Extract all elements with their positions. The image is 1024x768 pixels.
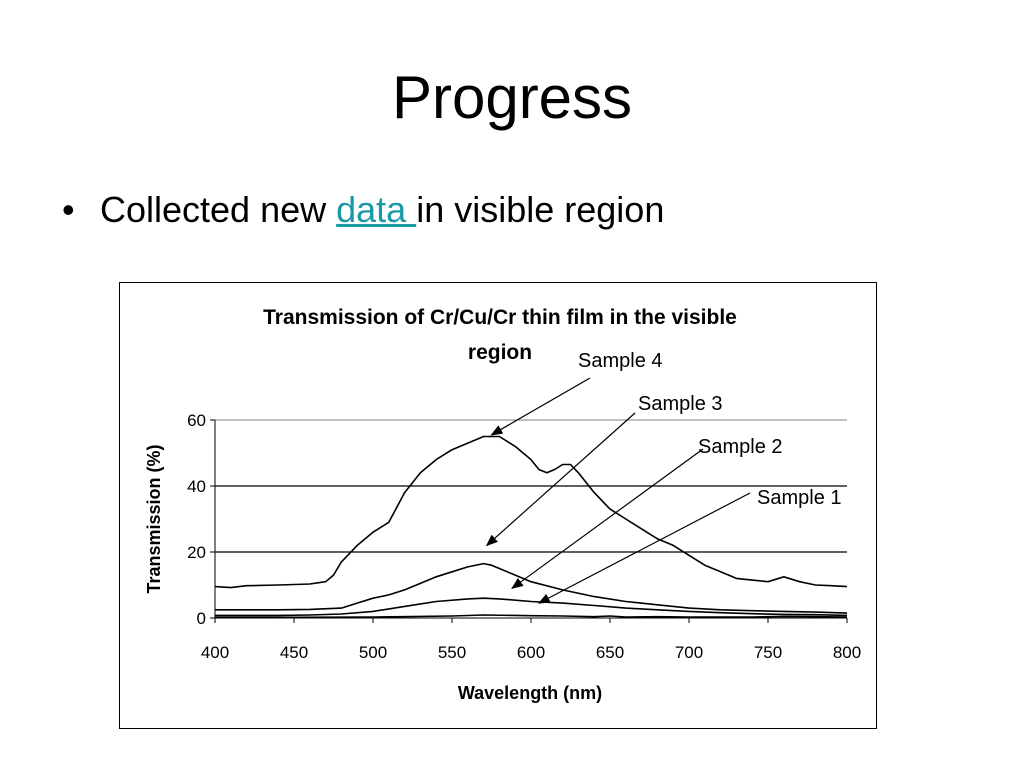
- y-tick-label-0: 0: [197, 609, 206, 628]
- annotation-label-sample-4: Sample 4: [578, 350, 663, 372]
- bullet-item: • Collected new data in visible region: [62, 186, 664, 234]
- data-link[interactable]: data: [336, 189, 417, 230]
- series-line-sample-2: [215, 597, 848, 617]
- annotation-arrow-sample-1: [537, 492, 751, 604]
- annotation-label-sample-2: Sample 2: [698, 436, 783, 458]
- x-tick-label-750: 750: [754, 643, 782, 662]
- bullet-text-suffix: in visible region: [416, 189, 665, 230]
- bullet-symbol: •: [62, 189, 75, 230]
- chart-title-line-2: region: [468, 341, 532, 364]
- series-line-sample-4: [214, 435, 848, 589]
- chart-frame: Transmission of Cr/Cu/Cr thin film in th…: [119, 282, 877, 729]
- x-axis-label: Wavelength (nm): [458, 683, 602, 703]
- chart-title-line-1: Transmission of Cr/Cu/Cr thin film in th…: [263, 306, 737, 329]
- y-tick-label-40: 40: [187, 477, 206, 496]
- series-line-sample-1: [215, 614, 848, 619]
- x-tick-label-450: 450: [280, 643, 308, 662]
- x-tick-label-800: 800: [833, 643, 861, 662]
- annotation-label-sample-1: Sample 1: [757, 487, 842, 509]
- bullet-text-prefix: Collected new: [100, 189, 337, 230]
- slide-title: Progress: [391, 64, 633, 131]
- annotation-arrow-sample-4: [490, 377, 591, 436]
- x-tick-label-650: 650: [596, 643, 624, 662]
- y-axis-label: Transmission (%): [144, 444, 164, 593]
- y-tick-label-20: 20: [187, 543, 206, 562]
- annotation-arrow-sample-3: [485, 412, 636, 547]
- annotation-arrow-sample-2: [511, 448, 704, 590]
- x-tick-label-400: 400: [201, 643, 229, 662]
- transmission-chart: Transmission of Cr/Cu/Cr thin film in th…: [144, 306, 861, 703]
- annotation-label-sample-3: Sample 3: [638, 393, 723, 415]
- x-tick-label-600: 600: [517, 643, 545, 662]
- x-tick-label-550: 550: [438, 643, 466, 662]
- series-line-sample-3: [215, 562, 848, 614]
- y-tick-label-60: 60: [187, 411, 206, 430]
- x-tick-label-700: 700: [675, 643, 703, 662]
- x-tick-label-500: 500: [359, 643, 387, 662]
